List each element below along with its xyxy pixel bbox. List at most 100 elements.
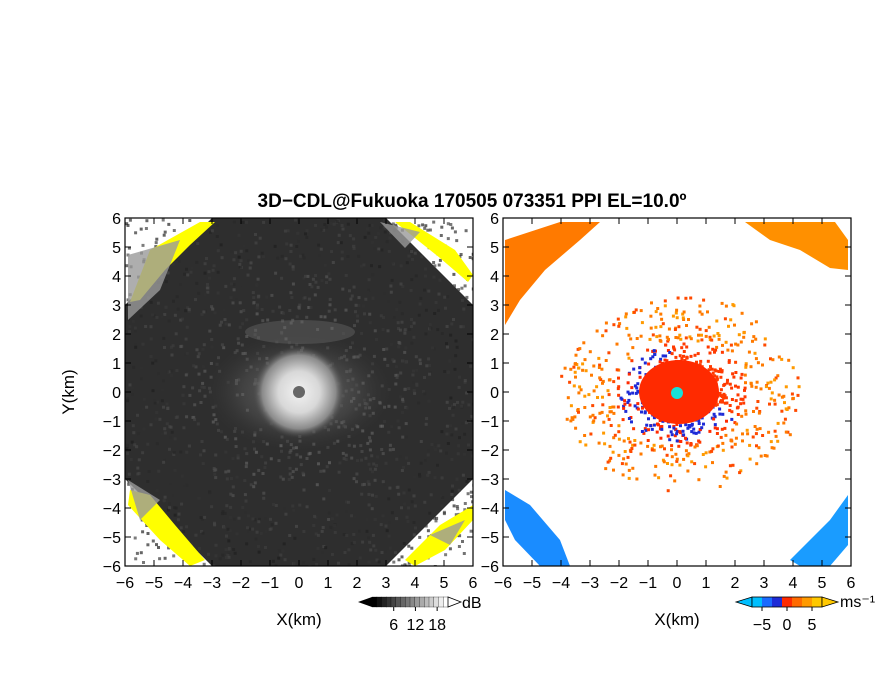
noise-pixel [157, 546, 160, 549]
noise-pixel [407, 488, 411, 492]
velocity-pixel [707, 368, 711, 372]
velocity-pixel [674, 311, 678, 315]
noise-pixel [366, 290, 370, 294]
left-colorbar-unit: dB [462, 595, 482, 612]
velocity-pixel [751, 435, 755, 439]
noise-pixel [155, 411, 159, 414]
noise-pixel [394, 551, 397, 555]
noise-pixel [440, 225, 444, 229]
noise-pixel [210, 338, 214, 341]
noise-pixel [424, 267, 428, 271]
velocity-pixel [690, 460, 694, 464]
noise-pixel [449, 223, 453, 226]
noise-pixel [360, 331, 364, 335]
velocity-pixel [681, 429, 685, 433]
noise-pixel [320, 279, 324, 283]
velocity-pixel [712, 417, 716, 421]
noise-pixel [353, 324, 356, 328]
noise-pixel [439, 234, 443, 237]
velocity-pixel [749, 382, 753, 386]
velocity-pixel [675, 429, 679, 433]
noise-pixel [227, 323, 231, 327]
velocity-pixel [682, 433, 686, 437]
noise-pixel [182, 426, 186, 430]
noise-pixel [274, 504, 278, 507]
velocity-pixel [623, 402, 627, 406]
velocity-pixel [736, 385, 740, 389]
noise-pixel [294, 218, 297, 222]
velocity-pixel [592, 419, 596, 423]
velocity-pixel [635, 337, 639, 340]
noise-pixel [380, 551, 384, 554]
noise-pixel [205, 257, 208, 260]
noise-pixel [195, 281, 199, 285]
velocity-pixel [725, 419, 728, 423]
velocity-pixel [583, 406, 587, 409]
noise-pixel [245, 542, 249, 546]
x-tick-label: 0 [673, 575, 682, 592]
noise-pixel [461, 540, 464, 543]
noise-pixel [133, 326, 137, 330]
noise-pixel [237, 341, 241, 345]
noise-pixel [456, 452, 460, 456]
noise-pixel [401, 359, 405, 363]
noise-pixel [238, 262, 242, 266]
velocity-pixel [573, 415, 577, 419]
noise-pixel [139, 377, 143, 381]
velocity-pixel [678, 463, 682, 467]
noise-pixel [323, 315, 327, 319]
noise-pixel [232, 283, 236, 287]
right-colorbar-unit: ms⁻¹ [840, 594, 875, 611]
noise-pixel [443, 370, 447, 373]
velocity-pixel [725, 401, 729, 405]
noise-pixel [283, 507, 287, 510]
velocity-pixel [626, 455, 630, 459]
noise-pixel [463, 380, 467, 384]
noise-pixel [231, 485, 235, 489]
noise-pixel [262, 496, 266, 500]
velocity-pixel [627, 372, 631, 376]
noise-pixel [261, 472, 265, 475]
velocity-pixel [743, 395, 747, 399]
noise-pixel [383, 357, 387, 361]
noise-pixel [248, 527, 252, 531]
velocity-pixel [685, 356, 689, 360]
noise-pixel [379, 523, 383, 527]
velocity-pixel [646, 439, 650, 442]
velocity-pixel [791, 397, 795, 401]
noise-pixel [410, 546, 414, 550]
noise-pixel [315, 563, 319, 566]
velocity-pixel [604, 321, 608, 325]
velocity-pixel [673, 479, 677, 483]
noise-pixel [222, 308, 226, 312]
noise-pixel [278, 305, 282, 309]
noise-pixel [386, 364, 390, 367]
noise-pixel [435, 516, 439, 520]
noise-pixel [144, 227, 148, 230]
velocity-pixel [704, 329, 708, 333]
noise-pixel [366, 441, 370, 445]
noise-pixel [312, 524, 316, 527]
velocity-pixel [602, 420, 606, 424]
noise-pixel [410, 318, 413, 321]
noise-pixel [299, 455, 303, 459]
velocity-pixel [648, 337, 652, 341]
noise-pixel [375, 464, 378, 467]
velocity-pixel [783, 401, 786, 405]
colorbar-swatch [792, 597, 803, 607]
noise-pixel [210, 305, 214, 309]
noise-pixel [424, 332, 428, 336]
noise-pixel [382, 292, 386, 296]
noise-pixel [330, 326, 334, 330]
noise-pixel [327, 272, 331, 276]
noise-pixel [288, 466, 292, 470]
velocity-pixel [742, 331, 746, 335]
velocity-pixel [666, 489, 670, 493]
y-tick-label: 0 [112, 385, 121, 402]
velocity-pixel [663, 299, 667, 303]
velocity-pixel [624, 315, 628, 319]
noise-pixel [332, 222, 336, 226]
noise-pixel [371, 470, 374, 474]
noise-pixel [245, 461, 249, 465]
noise-pixel [248, 266, 252, 270]
